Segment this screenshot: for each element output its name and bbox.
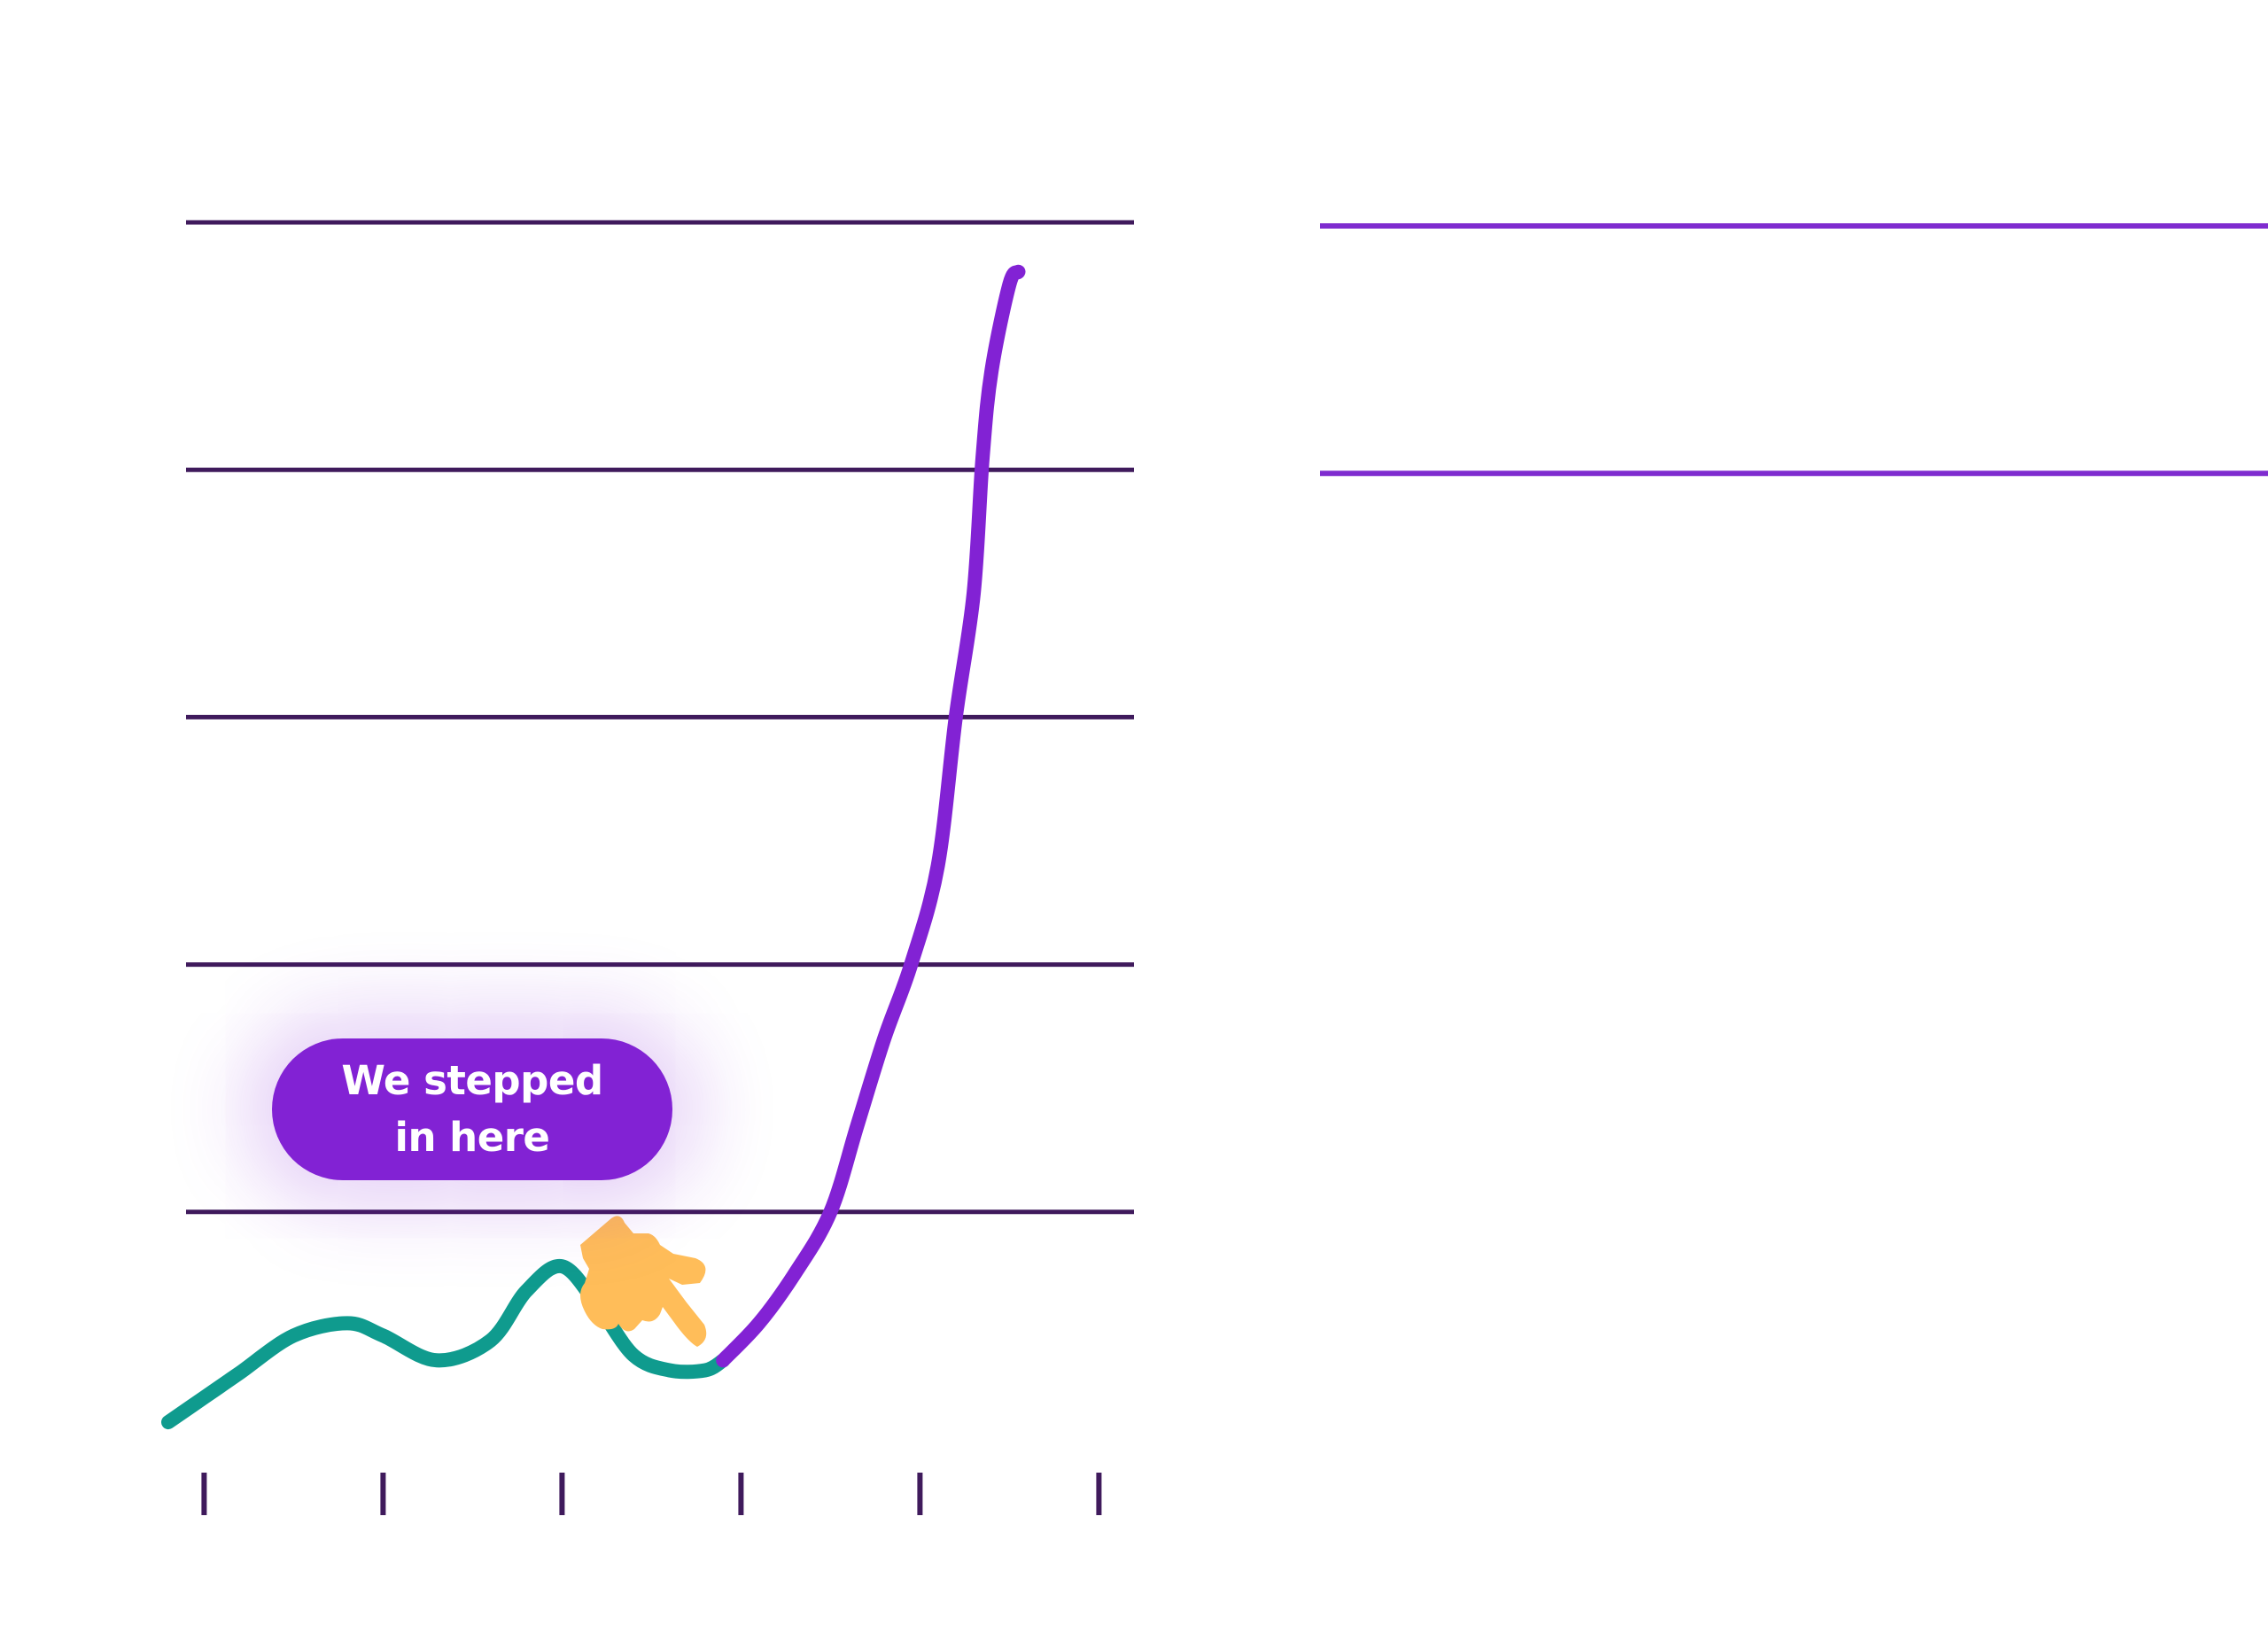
right-panel-gridlines bbox=[1320, 223, 2268, 477]
callout-badge: We stepped in here bbox=[272, 1038, 672, 1180]
pointing-hand-icon bbox=[580, 1216, 707, 1347]
hand-shape bbox=[580, 1216, 707, 1347]
x-axis-ticks bbox=[201, 1473, 1102, 1515]
series-line-before bbox=[161, 1259, 731, 1430]
series-lines bbox=[161, 264, 1026, 1430]
callout-text: We stepped in here bbox=[341, 1057, 603, 1161]
series-line-after bbox=[716, 264, 1026, 1368]
